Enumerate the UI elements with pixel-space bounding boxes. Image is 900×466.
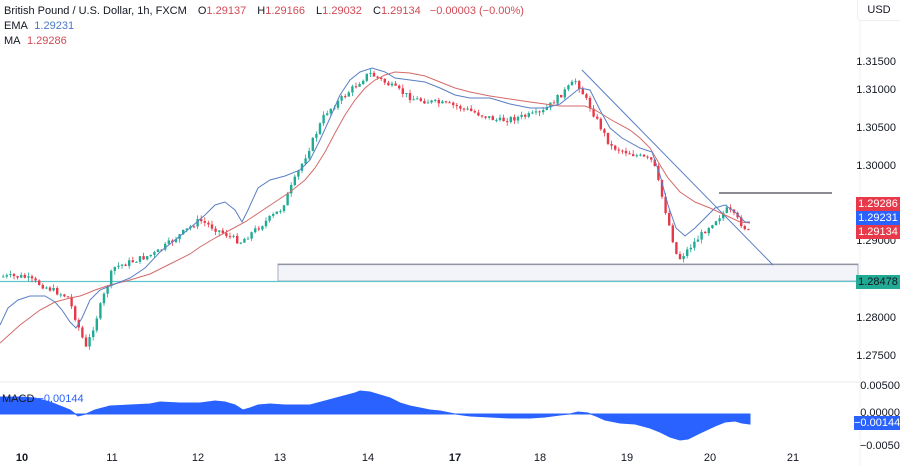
- symbol-title[interactable]: British Pound / U.S. Dollar, 1h, FXCM: [4, 5, 187, 17]
- time-tick: 19: [620, 452, 634, 464]
- time-tick: 11: [106, 452, 118, 464]
- trendline[interactable]: [581, 69, 774, 266]
- macd-label: MACD: [2, 393, 35, 405]
- ma-price-tag: 1.29286: [856, 197, 900, 211]
- price-tick: 1.27500: [856, 350, 896, 362]
- change-value: −0.00003 (−0.00%): [429, 5, 524, 17]
- close-label: C: [372, 5, 381, 17]
- price-tick: 1.30500: [856, 122, 896, 134]
- ma-label: MA: [4, 35, 20, 47]
- time-tick: 12: [191, 452, 205, 464]
- ma-row[interactable]: MA 1.29286: [4, 34, 524, 49]
- time-tick: 13: [273, 452, 287, 464]
- time-tick: 18: [533, 452, 547, 464]
- macd-tick: −0.00500: [859, 440, 900, 452]
- high-label: H: [257, 5, 266, 17]
- support-zone[interactable]: [277, 263, 859, 282]
- ema-value: 1.29231: [34, 20, 75, 32]
- ma-line: [0, 71, 751, 344]
- ma-value: 1.29286: [26, 35, 67, 47]
- candles: [2, 68, 750, 350]
- ema-line: [0, 67, 750, 329]
- price-tick: 1.30000: [856, 160, 896, 172]
- macd-histogram-area: [0, 390, 751, 441]
- support-price-tag: 1.28478: [856, 275, 900, 289]
- close-value: 1.29134: [380, 5, 421, 17]
- price-tick: 1.28000: [856, 312, 896, 324]
- macd-legend[interactable]: MACD −0.00144: [2, 393, 84, 405]
- chart-legend: British Pound / U.S. Dollar, 1h, FXCM O1…: [4, 4, 524, 49]
- high-value: 1.29166: [265, 5, 305, 17]
- macd-value-tag: −0.00144: [854, 416, 900, 430]
- time-tick: 20: [703, 452, 717, 464]
- time-tick: 10: [15, 452, 29, 464]
- macd-tick: 0.00500: [860, 380, 900, 392]
- ema-price-tag: 1.29231: [856, 211, 900, 225]
- ema-label: EMA: [4, 20, 28, 32]
- time-tick: 21: [786, 452, 800, 464]
- symbol-row: British Pound / U.S. Dollar, 1h, FXCM O1…: [4, 4, 524, 19]
- open-label: O: [197, 5, 207, 17]
- low-value: 1.29032: [322, 5, 362, 17]
- time-tick: 14: [361, 452, 375, 464]
- price-tick: 1.31000: [856, 84, 896, 96]
- macd-value: −0.00144: [37, 393, 84, 405]
- open-value: 1.29137: [206, 5, 247, 17]
- low-label: L: [316, 5, 323, 17]
- ema-row[interactable]: EMA 1.29231: [4, 19, 524, 34]
- price-tick: 1.31500: [856, 56, 896, 68]
- last-price-tag: 1.29134: [856, 225, 900, 239]
- currency-button[interactable]: USD: [857, 0, 900, 21]
- time-tick: 17: [448, 452, 462, 464]
